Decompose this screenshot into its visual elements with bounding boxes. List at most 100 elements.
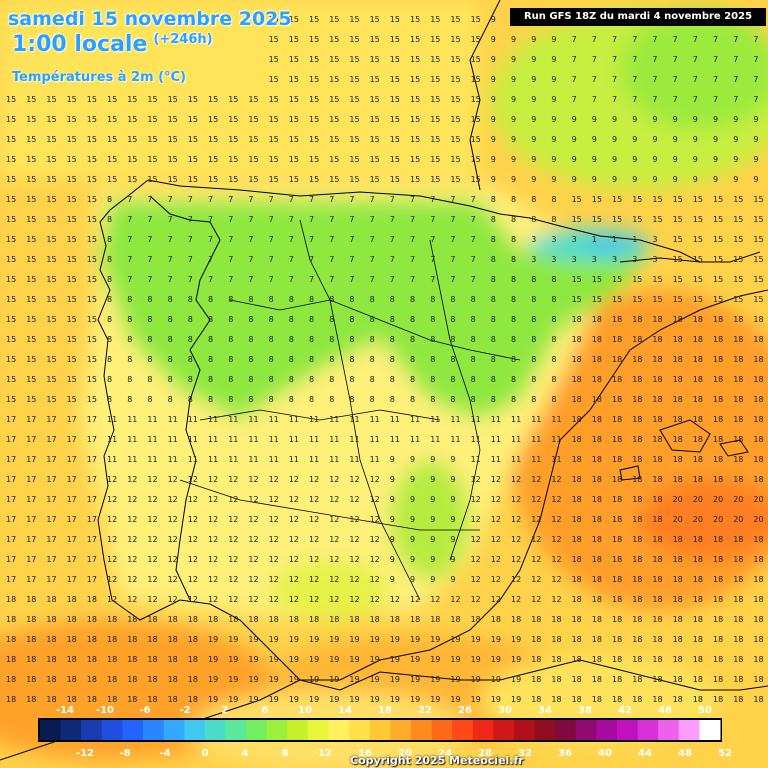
temperature-value: 15 xyxy=(26,215,36,224)
temperature-value: 9 xyxy=(450,455,455,464)
temperature-value: 15 xyxy=(572,215,582,224)
temperature-value: 17 xyxy=(26,555,36,564)
temperature-value: 9 xyxy=(390,555,395,564)
temperature-value: 15 xyxy=(6,255,16,264)
temperature-value: 19 xyxy=(329,635,339,644)
temperature-value: 18 xyxy=(753,555,763,564)
temperature-value: 8 xyxy=(248,315,253,324)
temperature-value: 18 xyxy=(612,495,622,504)
temperature-value: 15 xyxy=(673,195,683,204)
temperature-value: 19 xyxy=(410,655,420,664)
temperature-value: 15 xyxy=(309,75,319,84)
temperature-value: 12 xyxy=(269,515,279,524)
temperature-value: 15 xyxy=(430,55,440,64)
temperature-value: 8 xyxy=(228,315,233,324)
temperature-value: 15 xyxy=(87,135,97,144)
legend-swatch xyxy=(246,720,268,740)
temperature-value: 7 xyxy=(269,235,274,244)
temperature-value: 8 xyxy=(450,315,455,324)
temperature-value: 15 xyxy=(26,375,36,384)
temperature-value: 3 xyxy=(572,235,577,244)
temperature-value: 19 xyxy=(511,695,521,704)
temperature-value: 7 xyxy=(430,255,435,264)
temperature-value: 19 xyxy=(228,655,238,664)
temperature-value: 9 xyxy=(652,155,657,164)
temperature-value: 8 xyxy=(511,295,516,304)
temperature-value: 18 xyxy=(612,535,622,544)
temperature-value: 7 xyxy=(693,95,698,104)
temperature-value: 18 xyxy=(753,315,763,324)
temperature-value: 15 xyxy=(107,95,117,104)
temperature-value: 7 xyxy=(248,275,253,284)
temperature-value: 15 xyxy=(87,255,97,264)
temperature-value: 15 xyxy=(127,115,137,124)
temperature-value: 18 xyxy=(713,435,723,444)
temperature-value: 15 xyxy=(450,35,460,44)
temperature-value: 15 xyxy=(147,95,157,104)
legend-top-tick: 34 xyxy=(538,705,552,716)
temperature-value: 15 xyxy=(228,115,238,124)
legend-swatch xyxy=(472,720,494,740)
variable-label: Températures à 2m (°C) xyxy=(12,70,187,85)
temperature-value: 12 xyxy=(127,495,137,504)
temperature-value: 18 xyxy=(652,335,662,344)
temperature-value: 15 xyxy=(349,155,359,164)
temperature-value: 7 xyxy=(572,55,577,64)
temperature-value: 15 xyxy=(652,295,662,304)
temperature-value: 18 xyxy=(592,615,602,624)
temperature-value: 12 xyxy=(370,475,380,484)
temperature-value: 12 xyxy=(511,595,521,604)
temperature-value: 12 xyxy=(471,595,481,604)
temperature-value: 15 xyxy=(450,15,460,24)
temperature-value: 8 xyxy=(329,355,334,364)
temperature-value: 15 xyxy=(87,375,97,384)
legend-top-tick: 50 xyxy=(698,705,712,716)
temperature-value: 17 xyxy=(67,475,77,484)
temperature-value: 9 xyxy=(491,135,496,144)
temperature-value: 15 xyxy=(410,175,420,184)
temperature-value: 8 xyxy=(491,335,496,344)
temperature-value: 7 xyxy=(632,35,637,44)
legend-swatch xyxy=(678,720,700,740)
temperature-value: 15 xyxy=(46,315,56,324)
temperature-value: 9 xyxy=(572,155,577,164)
temperature-value: 18 xyxy=(713,355,723,364)
temperature-value: 12 xyxy=(329,535,339,544)
temperature-value: 15 xyxy=(329,95,339,104)
temperature-value: 15 xyxy=(430,115,440,124)
temperature-value: 7 xyxy=(329,235,334,244)
temperature-value: 15 xyxy=(87,155,97,164)
temperature-value: 19 xyxy=(471,655,481,664)
legend-swatch xyxy=(534,720,556,740)
temperature-value: 15 xyxy=(673,295,683,304)
temperature-value: 11 xyxy=(531,415,541,424)
temperature-value: 8 xyxy=(390,315,395,324)
temperature-value: 12 xyxy=(491,555,501,564)
temperature-value: 18 xyxy=(652,435,662,444)
temperature-value: 18 xyxy=(572,555,582,564)
legend-top-tick: 30 xyxy=(498,705,512,716)
legend-top-tick: -2 xyxy=(179,705,190,716)
temperature-value: 11 xyxy=(450,415,460,424)
temperature-value: 7 xyxy=(753,55,758,64)
temperature-value: 12 xyxy=(269,595,279,604)
temperature-value: 8 xyxy=(531,315,536,324)
temperature-value: 7 xyxy=(632,55,637,64)
temperature-value: 12 xyxy=(531,595,541,604)
temperature-value: 18 xyxy=(612,375,622,384)
legend-swatch xyxy=(225,720,247,740)
temperature-value: 8 xyxy=(127,295,132,304)
temperature-value: 18 xyxy=(6,695,16,704)
temperature-value: 7 xyxy=(370,195,375,204)
temperature-value: 18 xyxy=(612,475,622,484)
temperature-value: 3 xyxy=(531,235,536,244)
temperature-value: 7 xyxy=(269,215,274,224)
temperature-value: 8 xyxy=(188,315,193,324)
temperature-value: 17 xyxy=(26,515,36,524)
temperature-value: 19 xyxy=(248,655,258,664)
temperature-value: 19 xyxy=(349,655,359,664)
temperature-value: 15 xyxy=(67,115,77,124)
temperature-value: 8 xyxy=(390,295,395,304)
temperature-value: 9 xyxy=(531,115,536,124)
temperature-value: 11 xyxy=(248,435,258,444)
